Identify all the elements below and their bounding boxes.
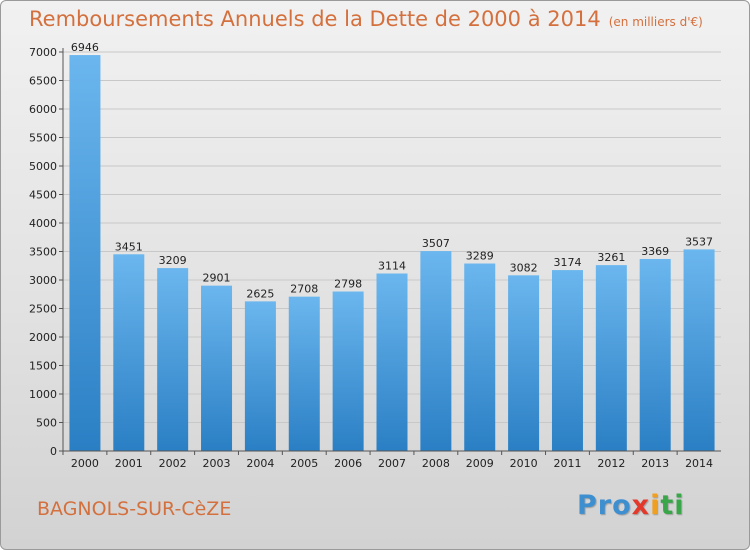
bar-value-label: 2625 <box>246 287 274 300</box>
logo-part-2: x <box>631 490 651 521</box>
bar-value-label: 3261 <box>597 251 625 264</box>
bar-2008 <box>420 251 452 451</box>
x-tick-label: 2001 <box>115 457 143 470</box>
y-tick-label: 4500 <box>29 189 57 202</box>
x-tick-label: 2000 <box>71 457 99 470</box>
y-tick-label: 500 <box>36 417 57 430</box>
y-tick-label: 2000 <box>29 331 57 344</box>
bar-value-label: 3209 <box>159 254 187 267</box>
y-tick-label: 7000 <box>29 46 57 59</box>
x-tick-label: 2008 <box>422 457 450 470</box>
bar-2002 <box>157 268 189 451</box>
city-name: BAGNOLS-SUR-CèZE <box>37 498 232 520</box>
bar-value-label: 3114 <box>378 260 406 273</box>
x-tick-label: 2007 <box>378 457 406 470</box>
bar-2009 <box>464 263 496 451</box>
x-tick-label: 2014 <box>685 457 713 470</box>
y-tick-label: 5500 <box>29 132 57 145</box>
bar-value-label: 2798 <box>334 278 362 291</box>
bar-2004 <box>244 301 276 451</box>
x-tick-label: 2006 <box>334 457 362 470</box>
bar-value-label: 3537 <box>685 235 713 248</box>
bar-value-label: 3507 <box>422 237 450 250</box>
bar-value-label: 6946 <box>71 41 99 54</box>
x-tick-label: 2003 <box>203 457 231 470</box>
x-tick-label: 2010 <box>510 457 538 470</box>
bar-2001 <box>113 254 145 451</box>
proxiti-logo: Proxiti <box>577 490 685 521</box>
x-tick-label: 2004 <box>246 457 274 470</box>
y-tick-label: 3000 <box>29 274 57 287</box>
y-tick-label: 0 <box>50 445 57 458</box>
bar-value-label: 3451 <box>115 240 143 253</box>
chart-title: Remboursements Annuels de la Dette de 20… <box>29 7 703 31</box>
bar-value-label: 2708 <box>290 283 318 296</box>
bar-value-label: 3369 <box>641 245 669 258</box>
bar-value-label: 3289 <box>466 250 494 263</box>
bar-value-label: 3082 <box>510 261 538 274</box>
y-tick-label: 4000 <box>29 217 57 230</box>
y-tick-label: 6000 <box>29 103 57 116</box>
x-tick-label: 2013 <box>641 457 669 470</box>
x-tick-label: 2009 <box>466 457 494 470</box>
axes: 0 500 1000 1500 2000 2500 3000 3500 4000 4500 5000… <box>29 46 721 470</box>
bar-2014 <box>683 249 715 451</box>
bar-2013 <box>639 258 671 451</box>
logo-part-3: i <box>650 490 661 521</box>
bar-2006 <box>332 291 364 451</box>
x-tick-label: 2011 <box>553 457 581 470</box>
bar-2000 <box>69 55 101 451</box>
y-tick-label: 3500 <box>29 246 57 259</box>
bar-2012 <box>595 265 627 451</box>
bar-2005 <box>288 296 320 451</box>
x-tick-label: 2012 <box>597 457 625 470</box>
x-tick-label: 2005 <box>290 457 318 470</box>
y-tick-label: 6500 <box>29 75 57 88</box>
bar-value-label: 2901 <box>203 272 231 285</box>
y-tick-label: 1500 <box>29 360 57 373</box>
bar-value-label: 3174 <box>553 256 581 269</box>
bar-2011 <box>551 270 583 451</box>
y-tick-label: 1000 <box>29 388 57 401</box>
chart-title-text: Remboursements Annuels de la Dette de 20… <box>29 7 601 31</box>
y-tick-label: 2500 <box>29 303 57 316</box>
logo-part-4: ti <box>660 490 685 521</box>
bar-2007 <box>376 273 408 451</box>
y-tick-label: 5000 <box>29 160 57 173</box>
logo-part-1: Pro <box>577 490 632 521</box>
bar-2010 <box>508 275 540 451</box>
bars: 6946 3451 3209 2901 2625 2708 2798 3114 3507 3289… <box>69 41 715 451</box>
unit-label: (en milliers d'€) <box>608 15 703 29</box>
x-tick-label: 2002 <box>159 457 187 470</box>
bar-2003 <box>201 285 233 451</box>
